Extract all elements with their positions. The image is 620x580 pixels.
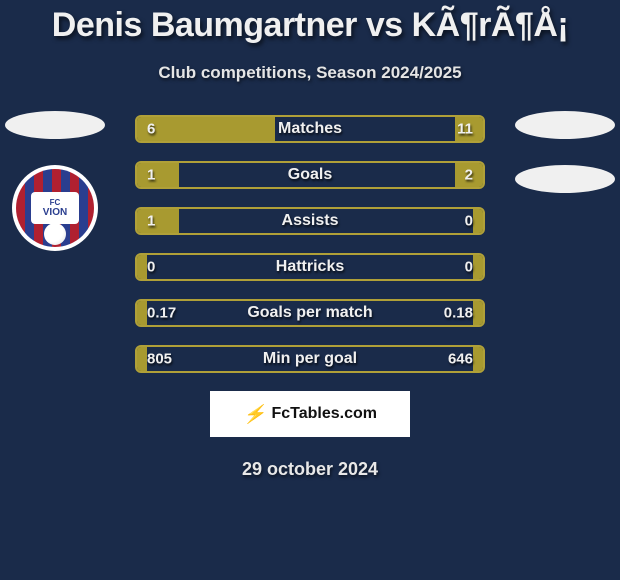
- player-placeholder-oval: [515, 111, 615, 139]
- bar-fill-left: [137, 117, 275, 141]
- attribution-logo-icon: ⚡: [243, 404, 265, 425]
- badge-ball-icon: [44, 223, 66, 245]
- stat-bar: 1 Assists 0: [135, 207, 485, 235]
- stat-label: Hattricks: [276, 258, 344, 276]
- stat-value-left: 1: [147, 167, 155, 184]
- stat-value-left: 0.17: [147, 305, 176, 322]
- stat-value-right: 0: [465, 213, 473, 230]
- stat-bar: 1 Goals 2: [135, 161, 485, 189]
- stat-value-right: 0.18: [444, 305, 473, 322]
- badge-vion-text: VION: [43, 208, 67, 218]
- stat-label: Goals per match: [247, 304, 372, 322]
- page-title: Denis Baumgartner vs KÃ¶rÃ¶Å¡: [0, 0, 620, 45]
- player-placeholder-oval: [5, 111, 105, 139]
- attribution-badge: ⚡ FcTables.com: [210, 391, 410, 437]
- stat-value-left: 1: [147, 213, 155, 230]
- stat-value-left: 0: [147, 259, 155, 276]
- bar-fill-left: [137, 347, 147, 371]
- stat-value-right: 11: [457, 121, 473, 138]
- bar-fill-right: [473, 255, 483, 279]
- stat-value-right: 646: [448, 351, 473, 368]
- bar-fill-right: [473, 347, 483, 371]
- page-subtitle: Club competitions, Season 2024/2025: [0, 63, 620, 83]
- attribution-text: FcTables.com: [271, 405, 377, 423]
- bar-fill-left: [137, 163, 179, 187]
- stat-value-right: 2: [465, 167, 473, 184]
- club-badge: FC VION: [12, 165, 98, 251]
- right-player-column: [510, 115, 620, 193]
- bar-fill-right: [473, 301, 483, 325]
- bar-fill-left: [137, 301, 147, 325]
- badge-fc-text: FC: [50, 199, 61, 207]
- stats-bars: 6Matches111Goals21Assists00Hattricks00.1…: [135, 115, 485, 373]
- stat-value-right: 0: [465, 259, 473, 276]
- stat-label: Matches: [278, 120, 342, 138]
- stat-bar: 6 Matches 11: [135, 115, 485, 143]
- club-placeholder-oval: [515, 165, 615, 193]
- stat-value-left: 805: [147, 351, 172, 368]
- stat-bar: 0.17 Goals per match 0.18: [135, 299, 485, 327]
- comparison-area: FC VION 6Matches111Goals21Assists00Hattr…: [0, 115, 620, 373]
- snapshot-date: 29 october 2024: [0, 459, 620, 480]
- left-player-column: FC VION: [0, 115, 110, 251]
- bar-fill-left: [137, 209, 179, 233]
- bar-fill-left: [137, 255, 147, 279]
- bar-fill-right: [473, 209, 483, 233]
- badge-plate: FC VION: [31, 192, 79, 224]
- stat-label: Goals: [288, 166, 332, 184]
- stat-value-left: 6: [147, 121, 155, 138]
- stat-label: Min per goal: [263, 350, 357, 368]
- stat-label: Assists: [282, 212, 339, 230]
- stat-bar: 0 Hattricks 0: [135, 253, 485, 281]
- stat-bar: 805 Min per goal 646: [135, 345, 485, 373]
